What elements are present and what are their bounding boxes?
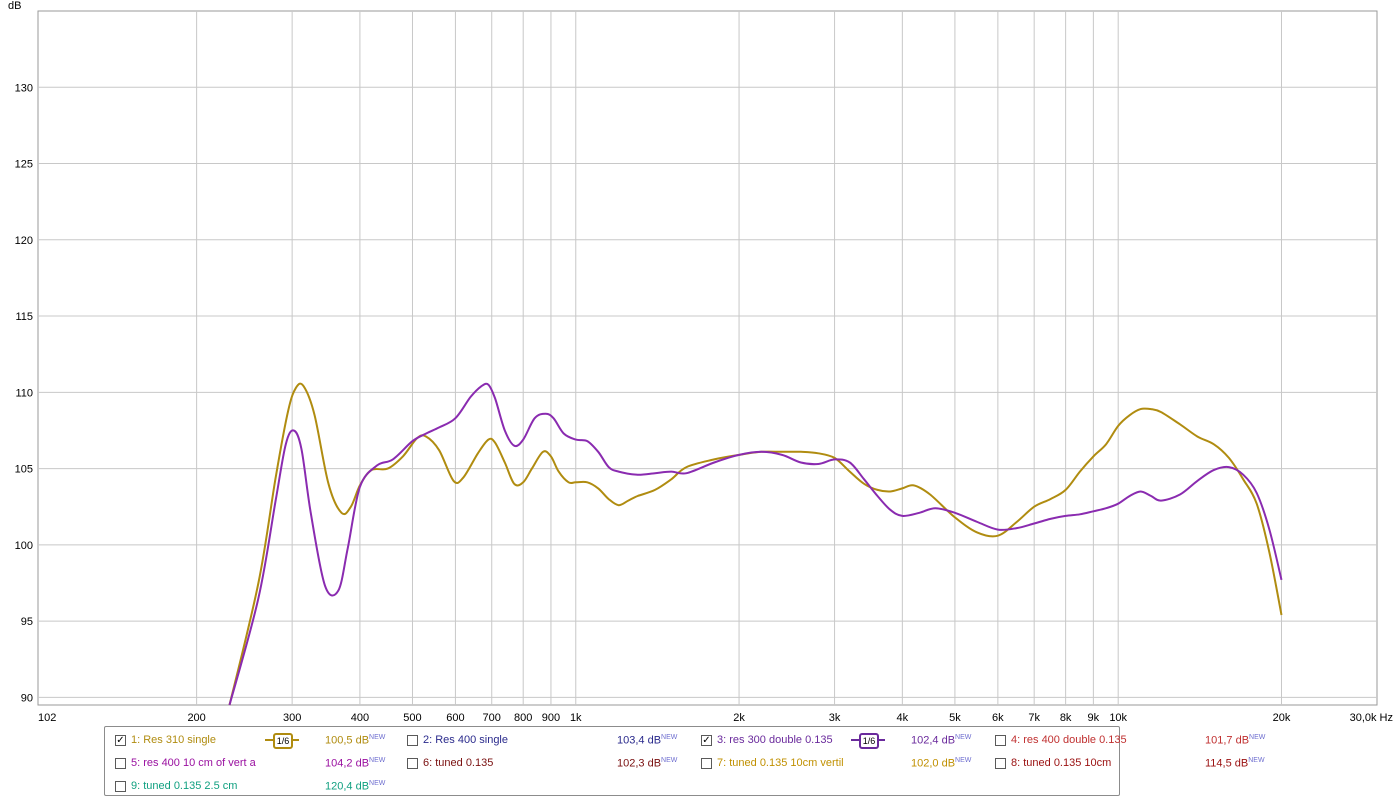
trace-level-value: 100,5 dBNEW <box>325 734 386 747</box>
trace-level-value: 104,2 dBNEW <box>325 757 386 770</box>
trace-label[interactable]: 7: tuned 0.135 10cm vertil <box>717 757 844 769</box>
x-tick-label: 8k <box>1060 712 1072 724</box>
new-tag: NEW <box>661 734 678 741</box>
y-tick-label: 90 <box>21 692 33 704</box>
x-tick-label: 3k <box>829 712 841 724</box>
trace-level-value: 102,4 dBNEW <box>911 734 972 747</box>
legend-item: 5: res 400 10 cm of vert a 104,2 dBNEW <box>115 756 400 772</box>
x-tick-label: 700 <box>483 712 501 724</box>
x-tick-label: 7k <box>1028 712 1040 724</box>
x-tick-label: 900 <box>542 712 560 724</box>
trace-checkbox[interactable]: ✓ <box>701 735 712 746</box>
legend-item: 9: tuned 0.135 2.5 cm 120,4 dBNEW <box>115 779 400 795</box>
x-tick-label: 30,0k Hz <box>1350 712 1393 724</box>
trace-label[interactable]: 5: res 400 10 cm of vert a <box>131 757 256 769</box>
trace-level-value: 114,5 dBNEW <box>1205 757 1265 770</box>
new-tag: NEW <box>1248 757 1265 764</box>
legend-item: 7: tuned 0.135 10cm vertil 102,0 dBNEW <box>701 756 986 772</box>
x-tick-label: 200 <box>187 712 205 724</box>
y-tick-label: 100 <box>15 540 33 552</box>
y-tick-label: 130 <box>15 82 33 94</box>
trace-label[interactable]: 3: res 300 double 0.135 <box>717 734 833 746</box>
trace-checkbox[interactable] <box>115 781 126 792</box>
trace-level-value: 101,7 dBNEW <box>1205 734 1266 747</box>
y-tick-label: 120 <box>15 235 33 247</box>
y-tick-label: 110 <box>15 387 33 399</box>
x-tick-label: 300 <box>283 712 301 724</box>
trace-level-value: 103,4 dBNEW <box>617 734 678 747</box>
frequency-response-chart[interactable]: 102 200 300 400 500 600 700 800 900 1k 2k 3k 4k 5k 6k 7… <box>0 0 1395 725</box>
new-tag: NEW <box>369 757 386 764</box>
x-tick-label: 9k <box>1088 712 1100 724</box>
trace-checkbox[interactable] <box>995 735 1006 746</box>
smoothing-indicator[interactable]: 1/6 <box>851 733 885 749</box>
x-tick-label: 102 <box>38 712 56 724</box>
x-tick-label: 4k <box>897 712 909 724</box>
y-tick-label: 115 <box>15 311 33 323</box>
trace-level-value: 102,3 dBNEW <box>617 757 678 770</box>
smoothing-indicator[interactable]: 1/6 <box>265 733 299 749</box>
trace-checkbox[interactable] <box>407 758 418 769</box>
new-tag: NEW <box>955 734 972 741</box>
x-tick-label: 6k <box>992 712 1004 724</box>
new-tag: NEW <box>369 734 386 741</box>
trace-label[interactable]: 1: Res 310 single <box>131 734 216 746</box>
trace-label[interactable]: 6: tuned 0.135 <box>423 757 494 769</box>
x-tick-label: 10k <box>1109 712 1127 724</box>
x-axis: 102 200 300 400 500 600 700 800 900 1k 2k 3k 4k 5k 6k 7… <box>38 712 1393 724</box>
smoothing-label: 1/6 <box>273 733 293 749</box>
legend-panel: ✓ 1: Res 310 single 1/6 100,5 dBNEW 2: Res 4… <box>104 726 1265 796</box>
plot-area <box>37 10 1378 706</box>
trace-checkbox[interactable] <box>407 735 418 746</box>
legend-item: ✓ 1: Res 310 single 1/6 100,5 dBNEW <box>115 733 400 749</box>
x-tick-label: 400 <box>351 712 369 724</box>
x-tick-label: 600 <box>446 712 464 724</box>
y-tick-label: 125 <box>15 159 33 171</box>
y-axis-label: dB <box>8 0 21 12</box>
new-tag: NEW <box>369 780 386 787</box>
grid-lines <box>38 11 1377 705</box>
x-tick-label: 20k <box>1273 712 1291 724</box>
new-tag: NEW <box>955 757 972 764</box>
trace-checkbox[interactable] <box>995 758 1006 769</box>
trace-label[interactable]: 4: res 400 double 0.135 <box>1011 734 1127 746</box>
y-axis: 90 95 100 105 110 115 120 125 130 <box>15 82 33 704</box>
legend-item: 6: tuned 0.135 102,3 dBNEW <box>407 756 692 772</box>
x-tick-label: 5k <box>949 712 961 724</box>
legend-item: ✓ 3: res 300 double 0.135 1/6 102,4 dBNEW <box>701 733 986 749</box>
trace-checkbox[interactable] <box>701 758 712 769</box>
trace-level-value: 120,4 dBNEW <box>325 780 386 793</box>
x-tick-label: 500 <box>403 712 421 724</box>
trace-label[interactable]: 9: tuned 0.135 2.5 cm <box>131 780 238 792</box>
new-tag: NEW <box>661 757 678 764</box>
x-tick-label: 800 <box>514 712 532 724</box>
x-tick-label: 2k <box>733 712 745 724</box>
y-tick-label: 105 <box>15 464 33 476</box>
traces <box>228 382 1283 706</box>
trace-line-1 <box>228 382 1283 706</box>
legend-item: 2: Res 400 single 103,4 dBNEW <box>407 733 692 749</box>
trace-checkbox[interactable]: ✓ <box>115 735 126 746</box>
trace-label[interactable]: 2: Res 400 single <box>423 734 508 746</box>
smoothing-label: 1/6 <box>859 733 879 749</box>
legend-item: 4: res 400 double 0.135 101,7 dBNEW <box>995 733 1280 749</box>
trace-label[interactable]: 8: tuned 0.135 10cm <box>1011 757 1112 769</box>
legend-item: 8: tuned 0.135 10cm 114,5 dBNEW <box>995 756 1280 772</box>
new-tag: NEW <box>1249 734 1266 741</box>
x-tick-label: 1k <box>570 712 582 724</box>
trace-level-value: 102,0 dBNEW <box>911 757 972 770</box>
trace-line-2 <box>228 382 1283 706</box>
trace-checkbox[interactable] <box>115 758 126 769</box>
y-tick-label: 95 <box>21 616 33 628</box>
